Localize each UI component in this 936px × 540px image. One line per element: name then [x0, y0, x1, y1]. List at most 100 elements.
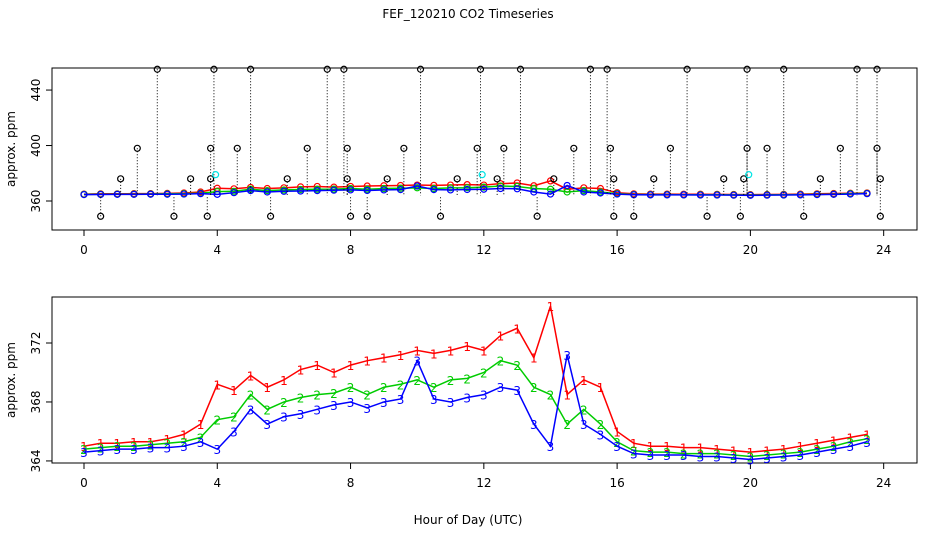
point	[313, 187, 321, 195]
point-symbol: 3	[647, 449, 655, 463]
point-symbol: 2	[597, 418, 605, 432]
point	[283, 175, 291, 183]
point	[476, 65, 485, 73]
point-symbol: 2	[113, 440, 121, 454]
y-tick-label: 368	[29, 391, 43, 414]
point-symbol: 2	[330, 387, 338, 401]
point-symbol: 1	[397, 349, 405, 363]
point	[720, 175, 728, 183]
point-symbol: 3	[430, 393, 438, 407]
point-symbol: 1	[230, 384, 238, 398]
point	[343, 175, 351, 183]
point-symbol: 3	[463, 392, 471, 406]
point-symbol: 2	[830, 440, 838, 454]
point-symbol: 1	[263, 381, 271, 395]
point	[563, 181, 571, 190]
point-symbol: 3	[447, 396, 455, 410]
point-symbol: 3	[697, 451, 705, 465]
point	[130, 190, 138, 198]
point	[340, 65, 348, 73]
point-symbol: 2	[647, 446, 655, 460]
point-symbol: 2	[513, 359, 521, 373]
point-symbol: 3	[680, 449, 688, 463]
point	[513, 185, 521, 193]
point	[170, 212, 178, 220]
point	[546, 185, 555, 193]
point-symbol: 3	[80, 446, 88, 460]
y-axis-label: approx. ppm	[4, 111, 18, 187]
point-symbol: 1	[247, 369, 255, 383]
point	[743, 65, 751, 73]
point-symbol: 3	[363, 402, 371, 416]
point	[383, 175, 391, 183]
point-symbol: 1	[163, 433, 171, 447]
point	[363, 212, 371, 220]
point	[663, 191, 671, 199]
point	[800, 212, 808, 220]
point-symbol: 3	[830, 443, 838, 457]
point-symbol: 3	[180, 440, 188, 454]
point	[396, 186, 405, 194]
point-symbol: 2	[863, 433, 871, 447]
point-symbol: 2	[380, 381, 388, 395]
point	[796, 191, 804, 199]
point	[763, 144, 771, 152]
point-symbol: 3	[780, 451, 788, 465]
point	[596, 189, 605, 197]
point-symbol: 1	[847, 431, 855, 445]
point-symbol: 1	[763, 445, 771, 459]
point-symbol: 1	[463, 340, 471, 354]
point-symbol: 3	[130, 443, 138, 457]
point	[180, 190, 188, 198]
point	[683, 65, 691, 73]
point-symbol: 1	[280, 374, 288, 388]
point	[610, 175, 618, 183]
point	[550, 175, 558, 183]
point-symbol: 3	[247, 403, 255, 417]
x-tick-label: 24	[876, 243, 891, 257]
point	[363, 186, 371, 195]
point-symbol: 3	[197, 436, 205, 450]
point-symbol: 2	[730, 449, 738, 463]
point	[400, 144, 408, 152]
point-symbol: 2	[630, 445, 638, 459]
point	[233, 144, 241, 152]
point	[203, 212, 211, 220]
point	[197, 190, 205, 198]
point-symbol: 2	[813, 443, 821, 457]
point-symbol: 1	[663, 440, 671, 454]
point-symbol: 3	[330, 399, 338, 413]
point	[516, 65, 525, 73]
point	[210, 65, 218, 73]
point-symbol: 2	[130, 440, 138, 454]
point-symbol: 1	[380, 352, 388, 366]
point-symbol: 3	[213, 443, 221, 457]
point-symbol: 3	[763, 452, 771, 466]
point	[446, 184, 455, 192]
point	[586, 65, 595, 73]
point-symbol: 1	[613, 425, 621, 439]
point	[876, 175, 884, 183]
y-tick-label: 400	[29, 134, 43, 157]
point-symbol: 1	[130, 436, 138, 450]
point	[533, 212, 541, 220]
point-symbol: 1	[313, 359, 321, 373]
x-tick-label: 24	[876, 476, 891, 490]
point-symbol: 2	[397, 378, 405, 392]
x-tick-label: 4	[213, 243, 221, 257]
point	[745, 171, 753, 179]
x-tick-label: 12	[476, 243, 491, 257]
point-symbol: 1	[363, 355, 371, 369]
point-symbol: 3	[263, 418, 271, 432]
point	[780, 191, 788, 199]
point-symbol: 1	[530, 352, 538, 366]
y-tick-label: 372	[29, 332, 43, 355]
point	[266, 212, 275, 220]
point-symbol: 1	[180, 428, 188, 442]
point-symbol: 2	[280, 396, 288, 410]
point-symbol: 1	[213, 378, 221, 392]
point-symbol: 2	[563, 418, 571, 432]
point	[213, 190, 221, 198]
point	[873, 65, 881, 73]
point	[876, 212, 884, 220]
